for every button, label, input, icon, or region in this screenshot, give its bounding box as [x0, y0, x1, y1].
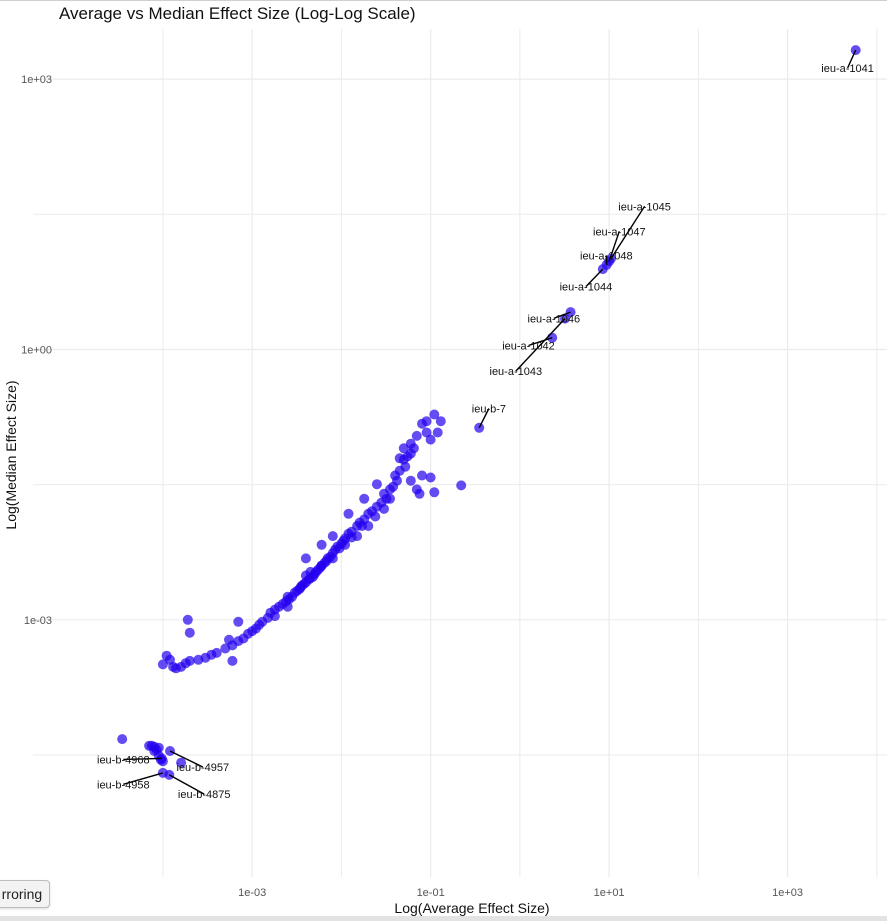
- point-label: ieu-b-7: [472, 404, 506, 416]
- label-leader-line: [610, 205, 646, 259]
- data-point: [340, 539, 351, 550]
- data-point: [227, 655, 238, 666]
- data-point: [176, 757, 187, 768]
- point-labels: ieu-a-1041 ieu-a-1045 ieu-a-1047 ieu-a-1048…: [97, 49, 874, 801]
- label-leader-line: [528, 337, 553, 347]
- data-point: [432, 427, 443, 438]
- label-leader-line: [168, 774, 205, 795]
- data-point: [193, 654, 204, 665]
- x-tick-label: 1e+03: [772, 887, 803, 899]
- data-point: [371, 479, 382, 490]
- x-tick-label: 1e+01: [594, 887, 625, 899]
- x-tick-label: 1e-01: [417, 887, 445, 899]
- data-point: [456, 480, 467, 491]
- tick-labels: 1e-03 1e-01 1e+01 1e+03 1e-03 1e+00 1e+03: [21, 74, 803, 899]
- point-label: ieu-b-4957: [177, 762, 230, 774]
- data-point: [316, 560, 327, 571]
- data-point: [269, 611, 280, 622]
- label-leader-line: [553, 311, 571, 319]
- data-point: [233, 616, 244, 627]
- top-border: [0, 0, 887, 1]
- y-tick-label: 1e-03: [24, 615, 52, 627]
- label-leader-line: [478, 408, 490, 429]
- point-label: ieu-b-4968: [97, 754, 150, 766]
- point-label: ieu-a-1044: [560, 282, 613, 294]
- data-point: [346, 532, 357, 543]
- label-leader-line: [169, 750, 204, 768]
- data-point: [117, 734, 128, 745]
- bottom-bar: [0, 916, 887, 921]
- point-label: ieu-a-1048: [580, 250, 633, 262]
- data-point: [149, 746, 160, 756]
- data-point: [343, 508, 354, 519]
- data-point: [379, 503, 389, 514]
- data-point: [357, 521, 367, 531]
- label-leader-line: [515, 318, 566, 372]
- y-tick-label: 1e+00: [21, 344, 52, 356]
- data-point: [429, 487, 440, 498]
- data-point: [385, 493, 395, 504]
- data-point: [224, 634, 234, 645]
- y-tick-label: 1e+03: [21, 74, 52, 86]
- data-point: [425, 472, 436, 483]
- point-label: ieu-b-4875: [178, 789, 231, 801]
- grid-lines: [33, 29, 887, 877]
- data-point: [157, 659, 168, 670]
- data-point: [300, 553, 311, 564]
- label-leader-line: [123, 757, 162, 761]
- data-point: [327, 531, 338, 542]
- data-point: [417, 470, 427, 481]
- data-point: [327, 553, 338, 564]
- data-point: [370, 511, 381, 522]
- data-point: [316, 539, 327, 550]
- data-point: [295, 582, 306, 593]
- data-point: [398, 443, 409, 454]
- data-point: [282, 591, 293, 602]
- data-point: [305, 566, 316, 577]
- data-point: [417, 418, 427, 429]
- data-point: [184, 627, 195, 638]
- point-label: ieu-a-1041: [821, 63, 874, 75]
- y-axis-label: Log(Median Effect Size): [3, 380, 19, 529]
- data-point: [220, 643, 231, 654]
- point-label: ieu-a-1045: [618, 201, 671, 213]
- data-points: [117, 45, 861, 780]
- point-label: ieu-a-1047: [593, 226, 646, 238]
- data-point: [394, 453, 405, 464]
- point-label: ieu-b-4958: [97, 779, 150, 791]
- label-leader-line: [585, 268, 604, 288]
- data-point: [411, 430, 422, 441]
- label-leader-line: [846, 49, 857, 69]
- point-label: ieu-a-1046: [528, 313, 581, 325]
- label-leader-line: [608, 231, 620, 262]
- data-point: [282, 601, 293, 612]
- data-point: [405, 475, 416, 486]
- label-leader-line: [123, 772, 164, 785]
- data-point: [429, 409, 440, 420]
- data-point: [435, 416, 446, 427]
- x-tick-label: 1e-03: [238, 887, 266, 899]
- data-point: [182, 614, 193, 625]
- data-point: [414, 488, 425, 499]
- data-point: [161, 650, 172, 661]
- data-point: [359, 493, 370, 504]
- point-label: ieu-a-1042: [502, 341, 555, 353]
- mirroring-button[interactable]: rroring: [0, 880, 50, 908]
- x-axis-label: Log(Average Effect Size): [394, 900, 549, 916]
- chart-title: Average vs Median Effect Size (Log-Log S…: [59, 4, 416, 23]
- point-label: ieu-a-1043: [490, 366, 543, 378]
- data-point: [425, 434, 436, 445]
